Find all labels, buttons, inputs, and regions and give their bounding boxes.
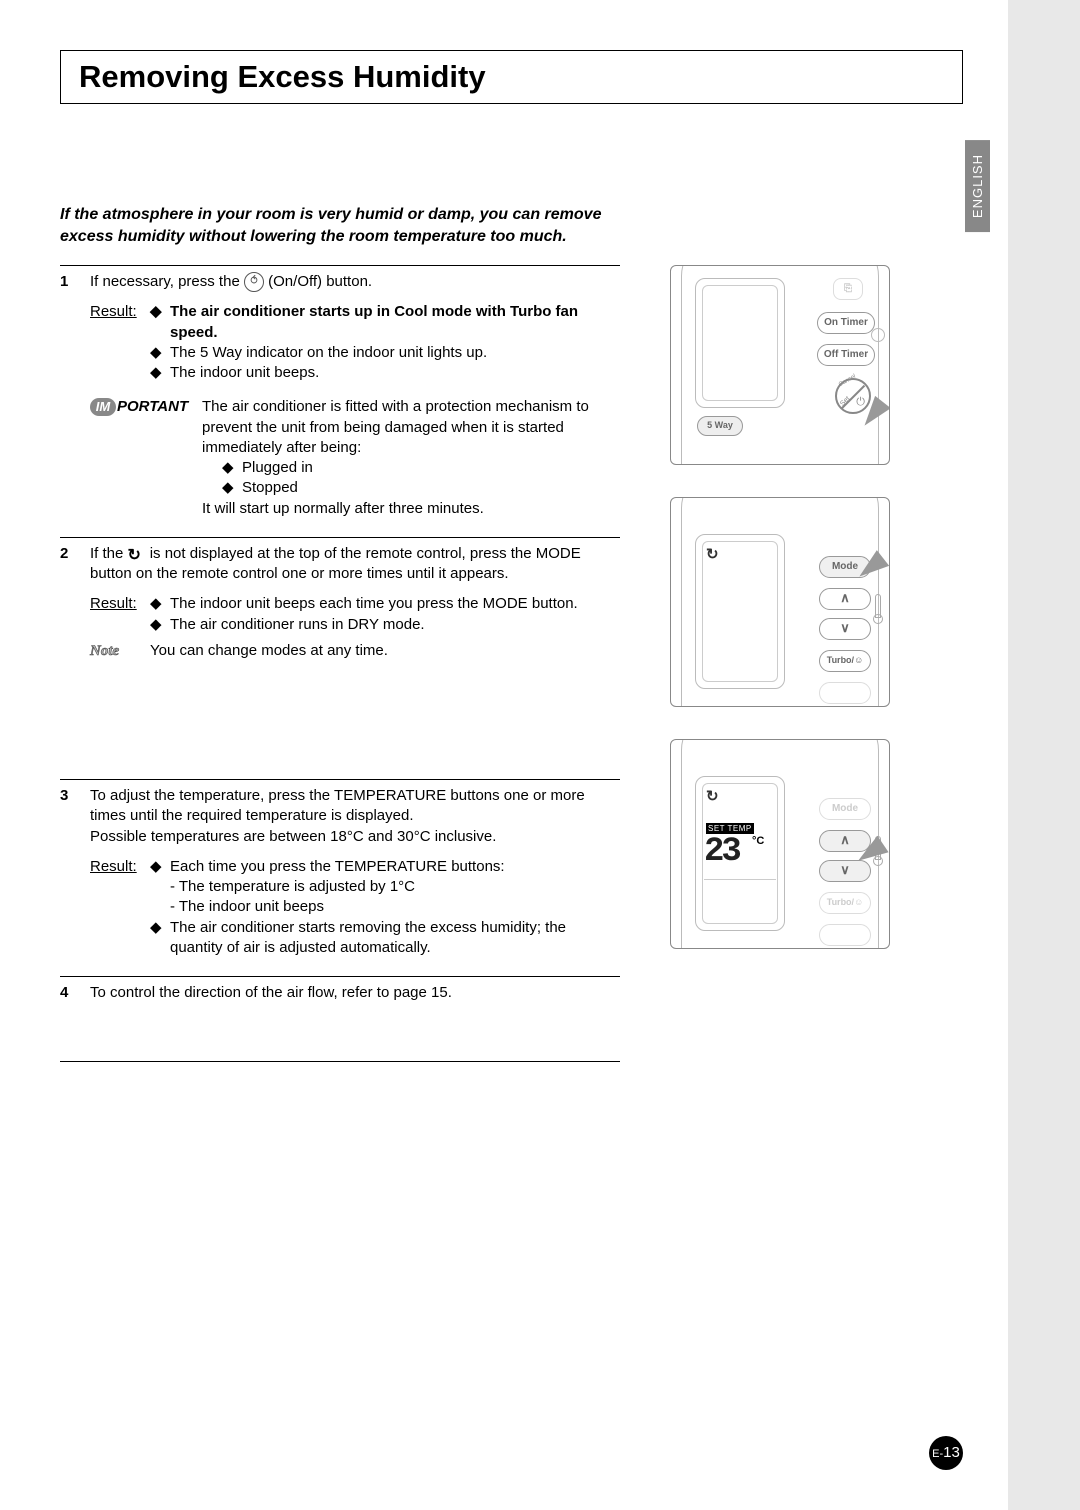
imp-b1: Plugged in <box>242 458 313 478</box>
turbo-button[interactable]: Turbo/☺ <box>819 650 871 672</box>
step-3: 3 To adjust the temperature, press the T… <box>60 779 620 976</box>
imp-text2: It will start up normally after three mi… <box>202 499 620 519</box>
lcd-degree-unit: °C <box>752 835 764 847</box>
page-number-badge: E-13 <box>929 1436 963 1470</box>
temp-up-button[interactable]: ∧ <box>819 588 871 610</box>
content-row: 1 If necessary, press the ⥀ (On/Off) but… <box>60 265 963 1062</box>
clock-icon <box>871 328 885 342</box>
result-label: Result: <box>90 302 150 383</box>
figure-1-remote: ⎘ On Timer Off Timer Cancel Set ⏻ 5 Way <box>670 265 890 465</box>
text-column: 1 If necessary, press the ⥀ (On/Off) but… <box>60 265 620 1062</box>
bullet-icon: ◆ <box>150 918 170 959</box>
note-text: You can change modes at any time. <box>150 641 388 661</box>
figures-column: ⎘ On Timer Off Timer Cancel Set ⏻ 5 Way <box>670 265 890 1062</box>
figure-2-remote: ↻ Mode ∧ ∨ Turbo/☺ <box>670 497 890 707</box>
step-2-lead-b: is not displayed at the top of the remot… <box>90 545 581 582</box>
temp-down-button[interactable]: ∨ <box>819 618 871 640</box>
important-body: The air conditioner is fitted with a pro… <box>202 397 620 519</box>
step-2-lead-a: If the <box>90 545 123 562</box>
bullet-icon: ◆ <box>150 615 170 635</box>
imp-text1: The air conditioner is fitted with a pro… <box>202 397 620 458</box>
s1-r1: The air conditioner starts up in Cool mo… <box>170 302 620 343</box>
step-1-number: 1 <box>60 272 90 519</box>
s2-r1: The indoor unit beeps each time you pres… <box>170 594 578 614</box>
step-1: 1 If necessary, press the ⥀ (On/Off) but… <box>60 265 620 537</box>
note-label: Note <box>90 643 119 659</box>
five-way-button[interactable]: 5 Way <box>697 416 743 436</box>
step-1-body: If necessary, press the ⥀ (On/Off) butto… <box>90 272 620 519</box>
figure-3-remote: ↻ SET TEMP 23 °C Mode ∧ ∨ Turbo/☺ <box>670 739 890 949</box>
step-1-lead-a: If necessary, press the <box>90 273 240 290</box>
important-label: IMPORTANT <box>90 397 202 519</box>
s3-r2: The air conditioner starts removing the … <box>170 918 620 959</box>
step-2: 2 If the ↻ is not displayed at the top o… <box>60 537 620 779</box>
turbo-button[interactable]: Turbo/☺ <box>819 892 871 914</box>
page: Removing Excess Humidity ENGLISH If the … <box>0 0 1008 1510</box>
step-1-lead-b: (On/Off) button. <box>268 273 372 290</box>
s3-r1b: - The temperature is adjusted by 1°C <box>150 877 620 897</box>
page-num-value: 13 <box>943 1444 960 1461</box>
step-3-number: 3 <box>60 786 90 958</box>
intro-text: If the atmosphere in your room is very h… <box>60 204 620 247</box>
step-4-number: 4 <box>60 983 90 1043</box>
s1-r3: The indoor unit beeps. <box>170 363 319 383</box>
step-3-lead: To adjust the temperature, press the TEM… <box>90 786 620 847</box>
dry-mode-icon: ↻ <box>128 545 146 563</box>
faded-button <box>819 924 871 946</box>
thermometer-icon <box>873 594 881 624</box>
on-timer-button[interactable]: On Timer <box>817 312 875 334</box>
lcd-dry-icon: ↻ <box>706 545 719 563</box>
step-4-lead: To control the direction of the air flow… <box>90 983 620 1003</box>
bullet-icon: ◆ <box>222 478 242 498</box>
s3-r1a: Each time you press the TEMPERATURE butt… <box>170 857 505 877</box>
title-box: Removing Excess Humidity <box>60 50 963 104</box>
onoff-icon: ⥀ <box>244 272 264 292</box>
faded-button <box>819 682 871 704</box>
page-title: Removing Excess Humidity <box>79 59 944 95</box>
ir-icon: ⎘ <box>833 278 863 300</box>
bullet-icon: ◆ <box>150 594 170 614</box>
bullet-icon: ◆ <box>150 302 170 343</box>
imp-b2: Stopped <box>242 478 298 498</box>
bullet-icon: ◆ <box>150 363 170 383</box>
remote-lcd: ↻ SET TEMP 23 °C <box>695 776 785 931</box>
bottom-rule <box>60 1061 620 1062</box>
s2-r2: The air conditioner runs in DRY mode. <box>170 615 425 635</box>
remote-lcd <box>695 278 785 408</box>
step-2-number: 2 <box>60 544 90 761</box>
off-timer-button[interactable]: Off Timer <box>817 344 875 366</box>
bullet-icon: ◆ <box>150 857 170 877</box>
power-icon: ⏻ <box>856 396 865 409</box>
im-badge: IM <box>90 398 116 416</box>
mode-button[interactable]: Mode <box>819 798 871 820</box>
lcd-dry-icon: ↻ <box>706 787 719 805</box>
language-tab: ENGLISH <box>965 140 990 232</box>
result-label: Result: <box>90 857 150 958</box>
page-prefix: E- <box>932 1448 943 1460</box>
step-4: 4 To control the direction of the air fl… <box>60 976 620 1061</box>
s3-r1c: - The indoor unit beeps <box>150 897 620 917</box>
s1-r2: The 5 Way indicator on the indoor unit l… <box>170 343 487 363</box>
bullet-icon: ◆ <box>150 343 170 363</box>
remote-lcd: ↻ <box>695 534 785 689</box>
lcd-temp-value: 23 <box>704 833 739 871</box>
bullet-icon: ◆ <box>222 458 242 478</box>
result-label: Result: <box>90 594 150 635</box>
